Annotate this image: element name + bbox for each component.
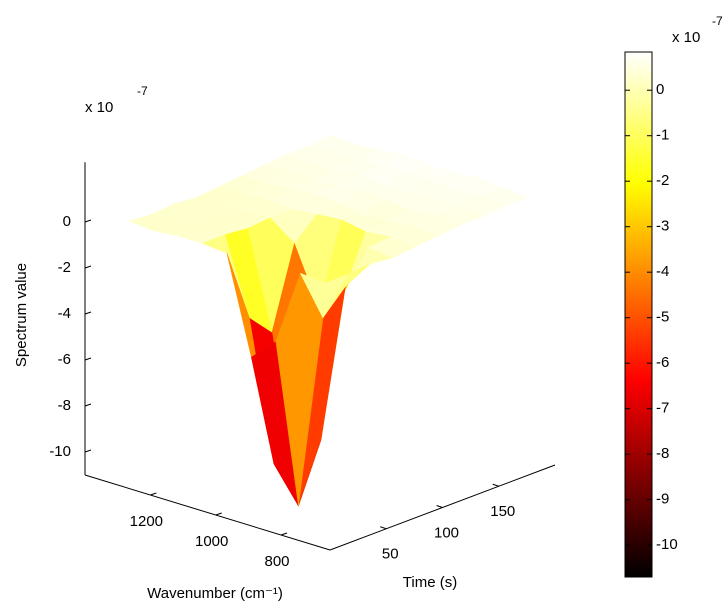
z-tick <box>84 403 92 407</box>
y-tick-label: 100 <box>434 524 459 541</box>
z-tick <box>84 449 92 453</box>
x-tick <box>150 492 157 496</box>
colorbar-tick-label: -3 <box>656 218 669 235</box>
y-tick-label: 150 <box>490 503 515 520</box>
z-exponent-base: x 10 <box>85 99 113 116</box>
x-tick <box>280 532 288 536</box>
colorbar-tick-label: -9 <box>656 491 669 508</box>
colorbar-tick-label: -7 <box>656 400 669 417</box>
c-exponent-power: -7 <box>712 14 723 28</box>
z-tick-label: -10 <box>49 443 71 460</box>
z-tick-label: -2 <box>58 259 71 276</box>
colorbar-tick-label: 0 <box>656 81 664 98</box>
x-tick-label: 800 <box>265 553 290 570</box>
x-label: Wavenumber (cm⁻¹) <box>147 585 283 602</box>
colorbar-tick-label: -8 <box>656 445 669 462</box>
colorbar-tick-label: -4 <box>656 263 669 280</box>
y-tick <box>436 505 443 508</box>
y-tick <box>492 483 499 487</box>
z-tick-label: -8 <box>58 397 71 414</box>
colorbar <box>624 51 653 578</box>
colorbar-tick-label: -10 <box>656 536 678 553</box>
x-tick-label: 1000 <box>195 533 228 550</box>
y-tick-label: 50 <box>382 546 399 563</box>
colorbar-tick-label: -5 <box>656 309 669 326</box>
colorbar-tick-label: -6 <box>656 354 669 371</box>
c-exponent-base: x 10 <box>672 29 700 46</box>
z-tick <box>84 219 92 223</box>
y-label: Time (s) <box>403 574 457 591</box>
x-tick <box>215 512 222 516</box>
z-tick-label: 0 <box>63 213 71 230</box>
x-tick-label: 1200 <box>130 513 163 530</box>
z-tick <box>84 311 92 315</box>
z-tick <box>84 357 92 361</box>
surface-face <box>299 272 349 319</box>
z-label: Spectrum value <box>13 263 30 367</box>
z-exponent-power: -7 <box>137 84 148 98</box>
y-tick <box>380 526 387 530</box>
colorbar-tick-label: -1 <box>656 127 669 144</box>
x-axis <box>84 474 331 551</box>
y-axis <box>329 464 556 551</box>
colorbar-tick-label: -2 <box>656 172 669 189</box>
z-tick <box>84 265 92 269</box>
z-tick-label: -6 <box>58 351 71 368</box>
surface <box>127 134 529 507</box>
z-tick-label: -4 <box>58 305 71 322</box>
